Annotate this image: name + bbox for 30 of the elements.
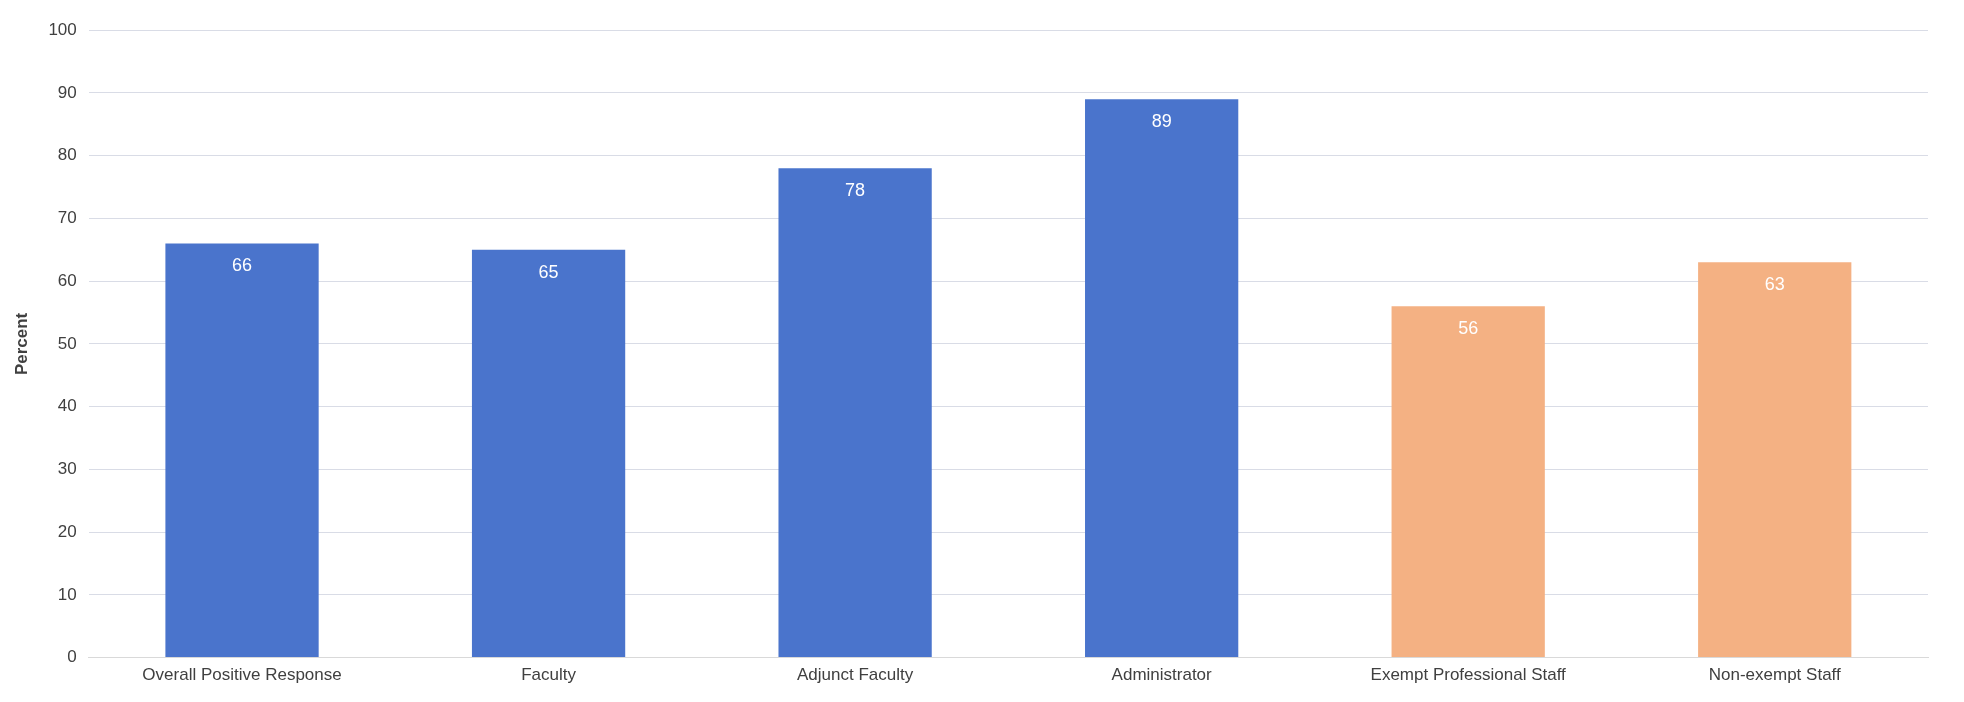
x-tick-label: Faculty bbox=[521, 665, 577, 685]
data-label: 66 bbox=[232, 255, 253, 276]
data-label: 89 bbox=[1151, 111, 1172, 132]
x-tick-label: Administrator bbox=[1111, 665, 1213, 685]
data-label: 65 bbox=[538, 261, 559, 282]
y-axis-title: Percent bbox=[11, 312, 31, 376]
data-label: 56 bbox=[1458, 318, 1479, 339]
y-tick-label: 70 bbox=[57, 208, 77, 228]
x-tick-label: Adjunct Faculty bbox=[796, 665, 914, 685]
y-tick-label: 60 bbox=[57, 270, 77, 290]
bar bbox=[778, 168, 932, 658]
bar bbox=[165, 243, 319, 658]
y-tick-label: 50 bbox=[57, 333, 77, 353]
y-tick-label: 80 bbox=[57, 145, 77, 165]
data-label: 63 bbox=[1764, 274, 1785, 295]
y-tick-label: 30 bbox=[57, 459, 77, 479]
bar bbox=[1391, 306, 1545, 658]
x-tick-label: Non-exempt Staff bbox=[1708, 665, 1841, 685]
y-tick-label: 100 bbox=[48, 19, 77, 39]
y-tick-label: 90 bbox=[57, 82, 77, 102]
y-tick-label: 0 bbox=[67, 647, 77, 667]
y-tick-label: 40 bbox=[57, 396, 77, 416]
y-tick-label: 20 bbox=[57, 521, 77, 541]
bar bbox=[1085, 99, 1239, 658]
bar bbox=[471, 249, 626, 658]
y-tick-label: 10 bbox=[57, 584, 77, 604]
x-tick-label: Overall Positive Response bbox=[142, 665, 342, 685]
x-tick-label: Exempt Professional Staff bbox=[1370, 665, 1567, 685]
data-label: 78 bbox=[845, 180, 866, 201]
bar bbox=[1698, 262, 1852, 658]
